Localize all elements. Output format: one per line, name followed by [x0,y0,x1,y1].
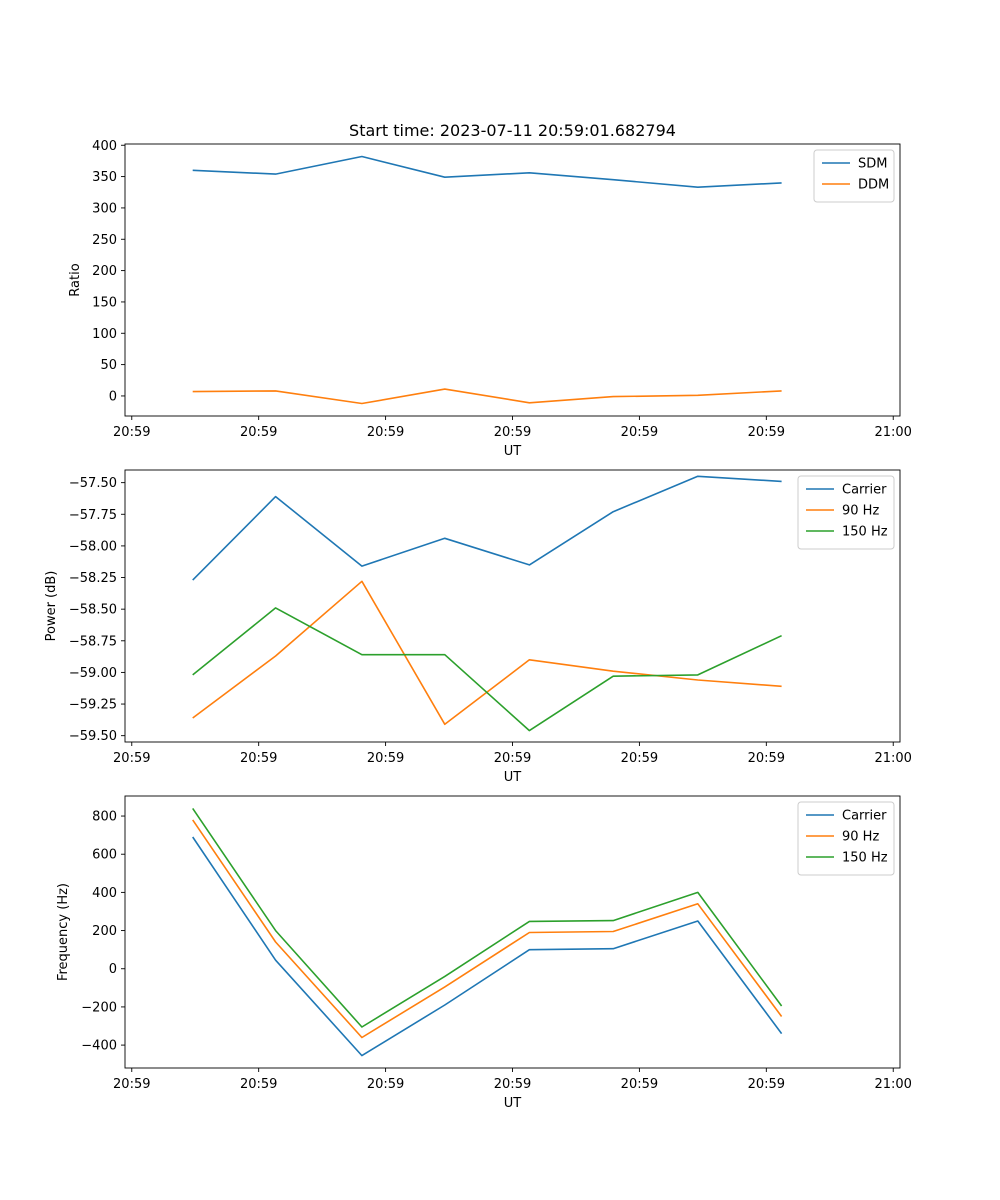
x-tick-label: 20:59 [494,425,531,440]
legend-label: 90 Hz [842,504,879,519]
x-axis-label: UT [504,1096,522,1111]
x-tick-label: 20:59 [113,1077,150,1092]
power-panel: 20:59 20:59 20:59 20:59 20:59 20:59 21:00 −59.5… [44,469,912,785]
x-tick-label: 20:59 [367,1077,404,1092]
frequency-series-line-90-hz [192,819,783,1039]
y-tick-label: 50 [100,358,117,373]
x-tick-label: 20:59 [748,1077,785,1092]
y-tick-label: 200 [92,264,117,279]
power-series-line-150-hz [192,607,782,732]
x-tick-label: 20:59 [621,751,658,766]
y-tick-label: 250 [92,233,117,248]
x-tick-label: 21:00 [874,751,911,766]
power-series-line-carrier [192,475,782,581]
y-tick-label: −58.00 [69,539,117,554]
x-tick-label: 20:59 [621,1077,658,1092]
x-tick-label: 20:59 [113,425,150,440]
y-axis-label: Ratio [68,263,83,296]
x-axis-label: UT [504,444,522,459]
y-tick-label: 600 [92,848,117,863]
x-tick-label: 20:59 [240,425,277,440]
y-axis-label: Frequency (Hz) [56,883,71,981]
legend-label: 150 Hz [842,851,888,866]
x-tick-label: 20:59 [113,751,150,766]
ratio-series-line-sdm [192,155,782,188]
legend-label: Carrier [842,809,887,824]
y-tick-label: −58.75 [69,634,117,649]
y-tick-label: 0 [109,389,117,404]
y-tick-label: −400 [81,1039,117,1054]
x-axis-label: UT [504,770,522,785]
frequency-panel: 20:59 20:59 20:59 20:59 20:59 20:59 21:00 −400 −… [56,795,912,1111]
x-tick-label: 20:59 [494,751,531,766]
y-tick-label: −200 [81,1000,117,1015]
x-tick-label: 21:00 [874,1077,911,1092]
x-tick-label: 20:59 [748,425,785,440]
legend-label: 150 Hz [842,525,888,540]
y-tick-label: 200 [92,924,117,939]
ratio-series-line-ddm [192,388,782,405]
y-tick-label: 800 [92,810,117,825]
x-tick-label: 20:59 [367,425,404,440]
y-tick-label: 400 [92,139,117,154]
legend-label: Carrier [842,483,887,498]
frequency-series-line-carrier [192,836,783,1057]
y-tick-label: −58.25 [69,571,117,586]
x-tick-label: 20:59 [240,751,277,766]
x-tick-label: 20:59 [748,751,785,766]
x-tick-label: 20:59 [367,751,404,766]
x-tick-label: 20:59 [621,425,658,440]
y-tick-label: 300 [92,201,117,216]
y-tick-label: −58.50 [69,603,117,618]
x-tick-label: 20:59 [494,1077,531,1092]
legend-label: SDM [858,157,887,172]
y-tick-label: 350 [92,170,117,185]
y-tick-label: −59.00 [69,666,117,681]
y-axis-label: Power (dB) [44,571,59,642]
y-tick-label: −57.75 [69,508,117,523]
chart-title: Start time: 2023-07-11 20:59:01.682794 [349,121,676,140]
y-tick-label: −59.50 [69,729,117,744]
ratio-panel: Start time: 2023-07-11 20:59:01.682794 2… [68,121,912,459]
x-tick-label: 21:00 [874,425,911,440]
y-tick-label: −57.50 [69,476,117,491]
legend-label: 90 Hz [842,830,879,845]
y-tick-label: −59.25 [69,698,117,713]
legend-label: DDM [858,178,889,193]
frequency-series-line-150-hz [192,807,783,1028]
y-tick-label: 150 [92,295,117,310]
y-tick-label: 400 [92,886,117,901]
x-tick-label: 20:59 [240,1077,277,1092]
y-tick-label: 100 [92,327,117,342]
y-tick-label: 0 [109,962,117,977]
